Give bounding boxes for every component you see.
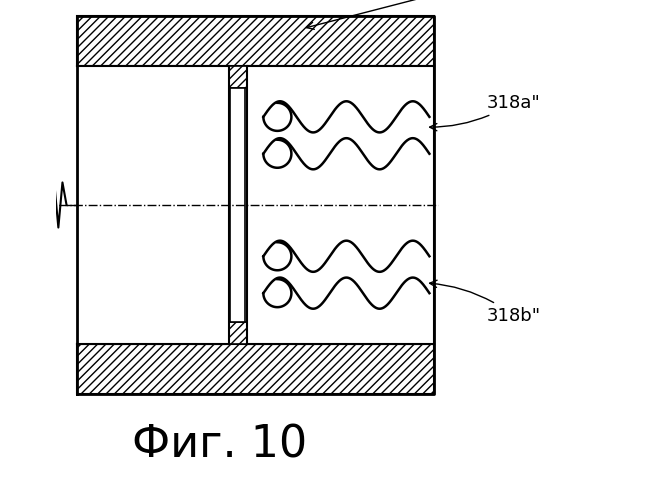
Bar [77,344,433,394]
Text: 318a": 318a" [429,94,541,131]
Bar [230,88,245,322]
Bar [228,322,247,344]
Bar [77,66,228,344]
Bar [228,66,247,88]
Bar [247,66,433,344]
Bar [77,16,433,66]
Text: 318b": 318b" [429,280,541,324]
Text: 300c: 300c [306,0,531,30]
Text: Фиг. 10: Фиг. 10 [132,424,307,467]
